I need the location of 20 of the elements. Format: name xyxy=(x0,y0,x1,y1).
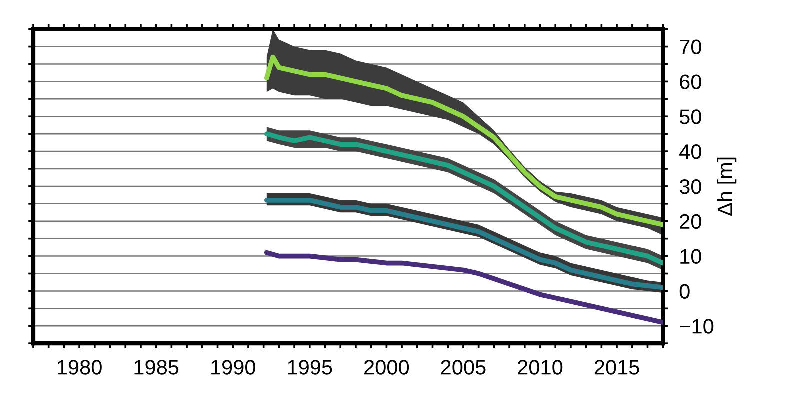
y-tick-label: 30 xyxy=(680,179,702,194)
x-tick-label: 2010 xyxy=(518,360,563,375)
x-tick-label: 1995 xyxy=(288,360,332,375)
x-tick-label: 1980 xyxy=(58,360,102,375)
y-tick-label: 60 xyxy=(680,74,702,90)
y-tick-label: 50 xyxy=(680,110,702,124)
y-tick-label: 20 xyxy=(680,214,702,230)
line-series xyxy=(264,54,664,228)
y-tick-label: 40 xyxy=(680,144,702,160)
x-tick-label: 2015 xyxy=(594,360,640,375)
y-tick-label: 0 xyxy=(680,284,690,299)
x-tick-label: 1990 xyxy=(212,360,256,375)
x-tick-label: 2000 xyxy=(364,360,410,375)
line-series xyxy=(264,250,664,326)
x-tick-label: 1985 xyxy=(134,360,179,375)
y-tick-label: −10 xyxy=(680,319,714,334)
x-tick-label: 2005 xyxy=(441,360,486,375)
y-tick-label: 10 xyxy=(680,249,702,264)
y-tick-label: 70 xyxy=(680,40,702,55)
y-axis-title: Δh [m] xyxy=(717,158,737,216)
